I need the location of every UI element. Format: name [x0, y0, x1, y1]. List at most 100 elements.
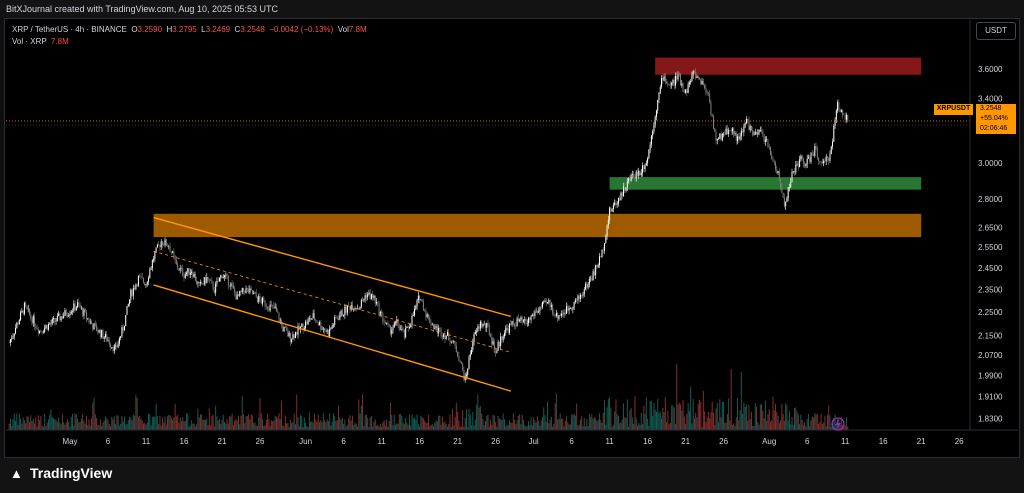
volume-bar [769, 421, 771, 430]
candle-body [363, 299, 365, 301]
candle-body [629, 178, 631, 181]
candle-body [263, 297, 265, 301]
candle-body [15, 328, 17, 334]
volume-bar [704, 411, 706, 430]
volume-bar [621, 419, 623, 430]
volume-bar [597, 419, 599, 430]
candle-body [502, 336, 504, 340]
volume-bar [752, 426, 754, 430]
candle-body [45, 325, 47, 328]
candle-body [666, 82, 668, 83]
candle-body [283, 326, 285, 332]
candle-body [148, 278, 150, 282]
volume-bar [526, 425, 528, 430]
candle-body [634, 176, 636, 179]
volume-bar [121, 415, 123, 430]
volume-bar [415, 419, 417, 430]
candle-body [439, 328, 441, 329]
volume-bar [260, 413, 262, 430]
candle-body [236, 294, 238, 300]
candle-body [574, 299, 576, 302]
volume-bar [123, 416, 125, 430]
volume-bar [122, 421, 124, 430]
candle-body [21, 310, 23, 313]
volume-bar [481, 413, 483, 430]
candle-body [490, 335, 492, 337]
candle-body [175, 260, 177, 265]
volume-bar [574, 415, 576, 430]
volume-bar [277, 418, 279, 430]
candle-body [293, 334, 295, 338]
volume-bar [681, 410, 683, 430]
currency-button[interactable]: USDT [976, 22, 1016, 40]
candle-body [491, 336, 493, 345]
candle-body [525, 319, 527, 324]
volume-bar [510, 422, 512, 430]
candle-body [740, 130, 742, 137]
y-tick-label: 2.5500 [978, 243, 1003, 252]
chart-frame[interactable] [4, 18, 1020, 458]
volume-layer [8, 363, 849, 430]
volume-bar [348, 418, 350, 430]
candle-body [596, 265, 598, 267]
volume-bar [384, 425, 386, 430]
volume-bar [645, 397, 647, 430]
volume-bar [644, 413, 646, 430]
volume-bar [581, 416, 583, 430]
volume-bar [776, 412, 778, 430]
candle-body [429, 316, 431, 323]
candle-body [160, 241, 162, 248]
candle-body [544, 300, 546, 302]
candle-body [30, 314, 32, 318]
volume-bar [773, 410, 775, 430]
volume-bar [647, 418, 649, 430]
candle-body [593, 271, 595, 276]
candle-body [702, 81, 704, 86]
candle-body [785, 202, 787, 207]
volume-bar [696, 417, 698, 430]
legend-low-label: L [201, 25, 206, 34]
volume-bar [107, 420, 109, 430]
candle-body [218, 277, 220, 282]
alert-icon[interactable] [831, 417, 845, 431]
x-tick-label: May [62, 437, 77, 446]
volume-bar [256, 426, 258, 430]
volume-bar [463, 426, 465, 430]
volume-bar [341, 417, 343, 430]
volume-bar [344, 419, 346, 430]
candle-body [373, 295, 375, 298]
candle-body [813, 154, 815, 157]
volume-bar [788, 411, 790, 430]
candle-body [630, 174, 632, 181]
volume-bar [661, 418, 663, 430]
volume-bar [245, 416, 247, 430]
candle-body [445, 335, 447, 340]
volume-bar [396, 423, 398, 430]
volume-bar [416, 414, 418, 430]
volume-bar [53, 418, 55, 430]
volume-bar [151, 417, 153, 430]
volume-bar [203, 419, 205, 430]
candle-body [405, 327, 407, 338]
candle-body [320, 322, 322, 330]
volume-bar [180, 421, 182, 430]
candle-body [101, 330, 103, 338]
candle-body [18, 320, 20, 325]
candle-body [652, 131, 654, 136]
volume-bar [472, 411, 474, 430]
volume-bar [840, 417, 842, 430]
volume-bar [47, 419, 49, 430]
candle-body [563, 312, 565, 315]
volume-bar [172, 419, 174, 430]
volume-bar [834, 414, 836, 430]
tradingview-logo[interactable]: ▲ TradingView [10, 465, 112, 481]
candle-body [132, 287, 134, 296]
candle-body [391, 329, 393, 334]
volume-bar [83, 420, 85, 430]
candle-body [673, 79, 675, 86]
candle-body [686, 89, 688, 93]
volume-bar [303, 417, 305, 430]
volume-bar [240, 415, 242, 430]
candle-body [198, 282, 200, 284]
